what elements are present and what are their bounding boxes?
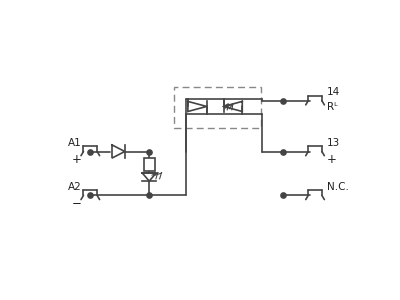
Text: A2: A2 [68,182,82,192]
Bar [144,158,155,171]
Text: N.C.: N.C. [327,182,349,192]
Text: Rᴸ: Rᴸ [327,102,338,112]
Text: A1: A1 [68,138,82,148]
Text: +: + [327,153,337,166]
Text: 13: 13 [327,138,340,148]
Bar [174,87,261,128]
Text: 14: 14 [327,87,340,97]
Text: −: − [72,196,82,209]
Text: +: + [72,153,82,166]
